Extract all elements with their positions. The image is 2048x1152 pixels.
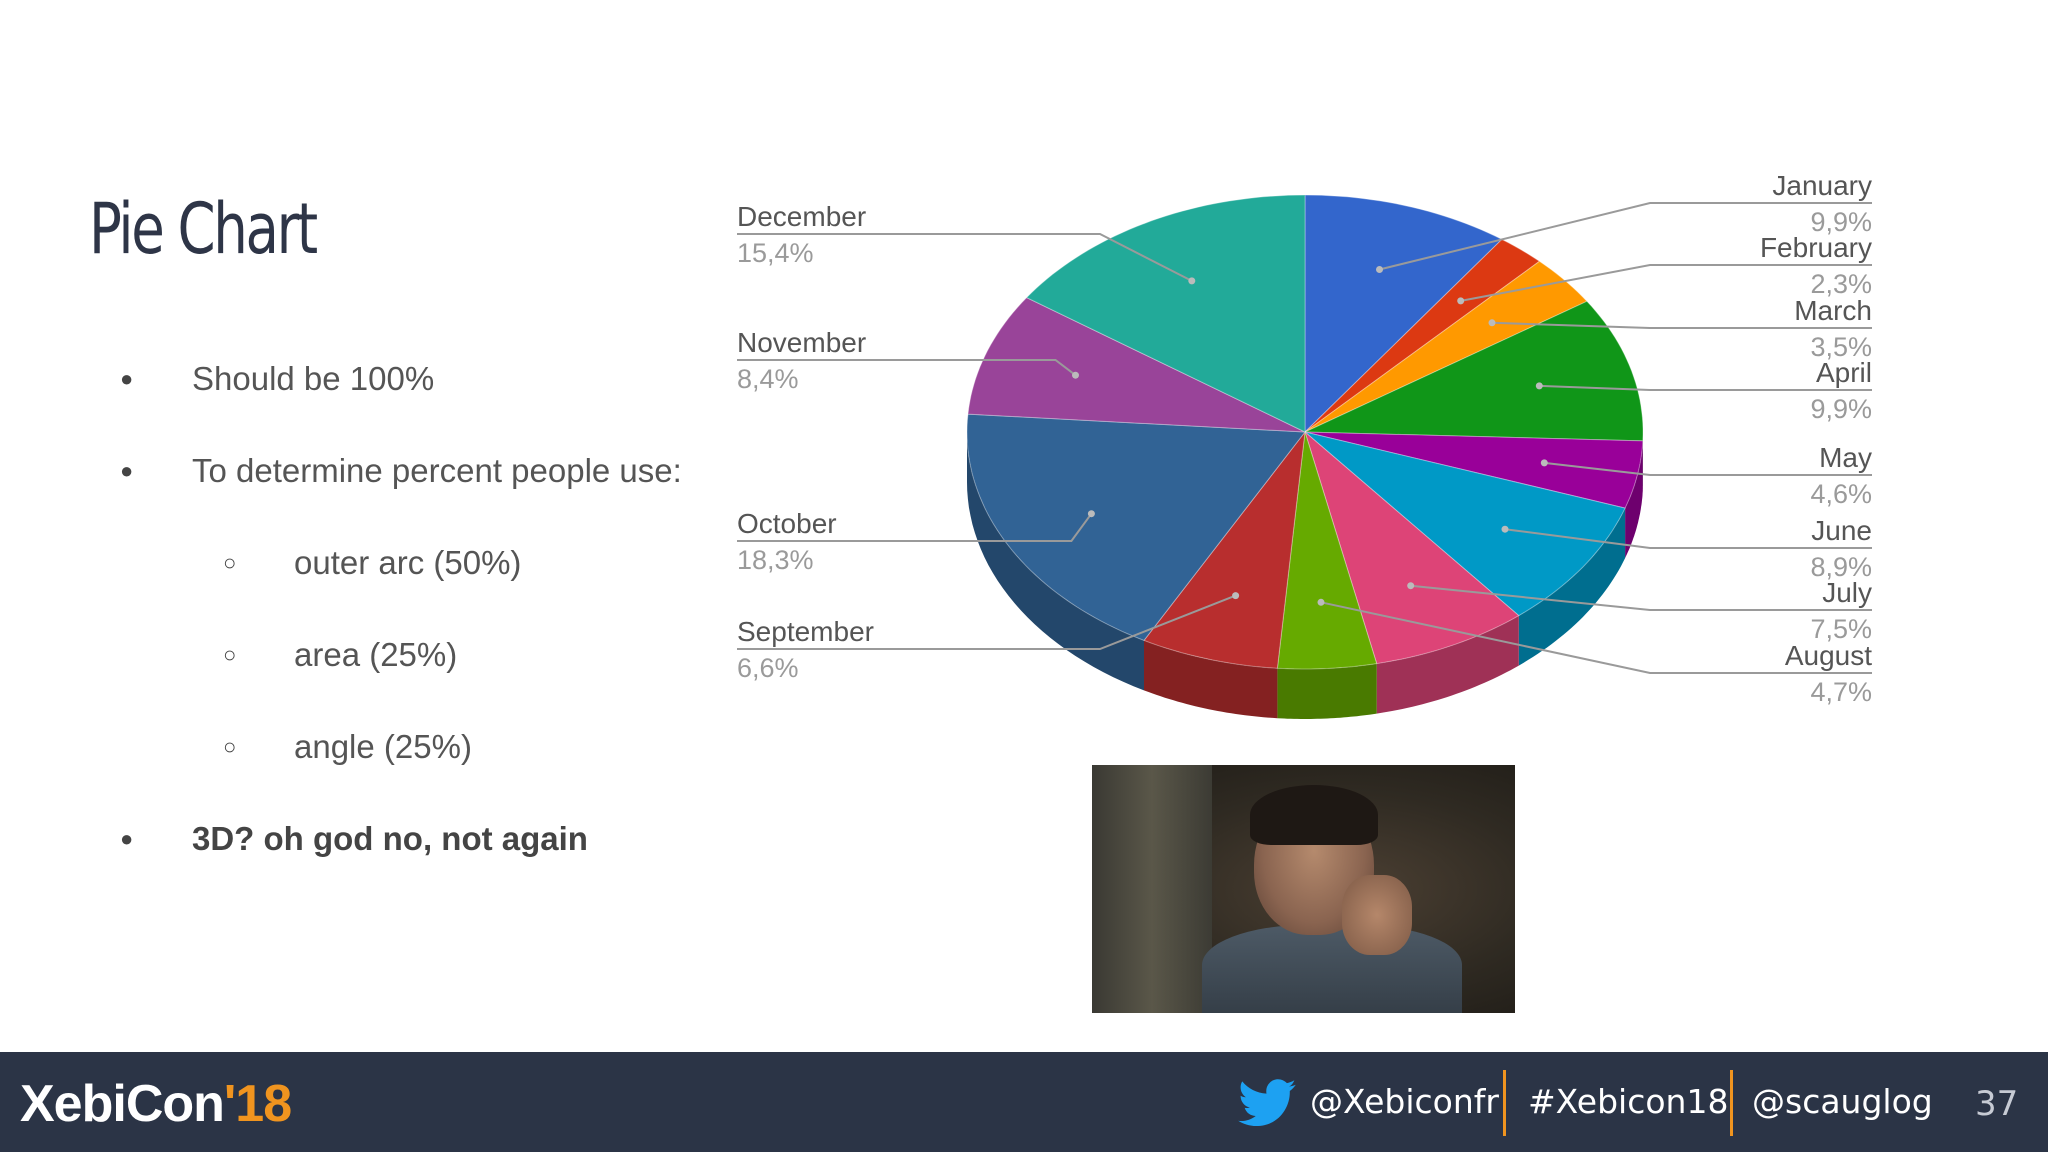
slice-label: August: [1785, 640, 1872, 671]
pie-slice-september: [1143, 430, 1306, 669]
pie-chart: January9,9%February2,3%March3,5%April9,9…: [737, 170, 1872, 719]
slice-label: February: [1760, 232, 1872, 263]
pie-side-august: [1277, 663, 1377, 719]
leader-line: [1539, 384, 1872, 391]
pie-side-walls: [967, 432, 1643, 719]
pie-slice-july: [1304, 430, 1520, 665]
leader-line: [1491, 321, 1872, 329]
slice-value: 2,3%: [1810, 269, 1872, 299]
leader-line: [737, 233, 1193, 282]
leader-line: [1320, 601, 1872, 674]
leader-line: [1379, 202, 1872, 271]
pie-side-july: [1376, 615, 1519, 714]
bullet-circle-icon: ○: [223, 734, 237, 759]
leader-dot: [1087, 510, 1095, 518]
pie-slice-october: [966, 413, 1306, 642]
pie-slice-may: [1304, 431, 1644, 509]
author-handle: @scauglog: [1752, 1082, 1933, 1121]
slice-label: September: [737, 616, 874, 647]
bullet-circle-icon: ○: [223, 550, 237, 575]
pie-slice-april: [1304, 300, 1644, 442]
slice-value: 6,6%: [737, 653, 799, 683]
twitter-handle: @Xebiconfr: [1310, 1082, 1499, 1121]
pie-side-september: [1144, 640, 1278, 719]
slice-value: 8,9%: [1810, 552, 1872, 582]
leader-dot: [1188, 277, 1196, 285]
leader-dot: [1407, 582, 1415, 590]
slice-label: December: [737, 201, 866, 232]
footer-divider: [1503, 1070, 1506, 1136]
movie-still-image: [1092, 765, 1515, 1013]
pie-slice-january: [1304, 194, 1503, 434]
pie-slice-december: [1025, 194, 1306, 433]
slice-value: 3,5%: [1810, 332, 1872, 362]
slice-value: 9,9%: [1810, 207, 1872, 237]
pie-side-june: [1518, 508, 1626, 666]
slice-label: April: [1816, 357, 1872, 388]
leader-dot: [1457, 297, 1465, 305]
pie-side-may: [1625, 440, 1643, 559]
slice-label: May: [1819, 442, 1872, 473]
leader-line: [737, 594, 1236, 650]
leader-dot: [1488, 319, 1496, 327]
leader-line: [1504, 528, 1872, 549]
leader-line: [1410, 584, 1872, 611]
slice-label: November: [737, 327, 866, 358]
slice-value: 4,7%: [1810, 677, 1872, 707]
slice-value: 8,4%: [737, 364, 799, 394]
slice-label: January: [1772, 170, 1872, 201]
pie-labels: January9,9%February2,3%March3,5%April9,9…: [737, 170, 1872, 707]
leader-dot: [1376, 266, 1383, 273]
leader-dot: [1317, 598, 1325, 606]
xebicon-logo: XebiCon'18: [20, 1075, 292, 1133]
leader-line: [737, 513, 1093, 542]
pie-side-october: [967, 432, 1144, 691]
leader-dot: [1535, 382, 1543, 390]
footer-divider: [1730, 1070, 1733, 1136]
pie-slice-june: [1304, 431, 1626, 617]
slice-label: July: [1822, 577, 1872, 608]
slice-label: March: [1794, 295, 1872, 326]
leader-line: [1544, 461, 1872, 476]
slice-value: 18,3%: [737, 545, 814, 575]
leader-dot: [1540, 459, 1548, 467]
slice-value: 9,9%: [1810, 394, 1872, 424]
leader-dot: [1501, 525, 1509, 533]
page-number: 37: [1975, 1084, 2019, 1124]
bullet-circle-icon: ○: [223, 642, 237, 667]
slice-label: June: [1811, 515, 1872, 546]
bullet-dot-icon: ●: [120, 458, 134, 483]
hashtag: #Xebicon18: [1528, 1082, 1729, 1121]
leader-dot: [1232, 592, 1240, 600]
twitter-icon: [1238, 1079, 1296, 1127]
pie-top: [966, 194, 1644, 670]
bullet-dot-icon: ●: [120, 826, 134, 851]
slice-value: 15,4%: [737, 238, 814, 268]
slice-value: 7,5%: [1810, 614, 1872, 644]
bullet-dot-icon: ●: [120, 366, 134, 391]
slice-value: 4,6%: [1810, 479, 1872, 509]
pie-slice-february: [1304, 238, 1541, 433]
leader-line: [737, 359, 1077, 376]
slide-title: Pie Chart: [89, 188, 318, 270]
leader-dot: [1072, 371, 1079, 379]
pie-slice-november: [967, 296, 1306, 433]
footer-bar: XebiCon'18 @Xebiconfr #Xebicon18 @scaugl…: [0, 1052, 2048, 1152]
leader-line: [1460, 264, 1872, 302]
slice-label: October: [737, 508, 837, 539]
